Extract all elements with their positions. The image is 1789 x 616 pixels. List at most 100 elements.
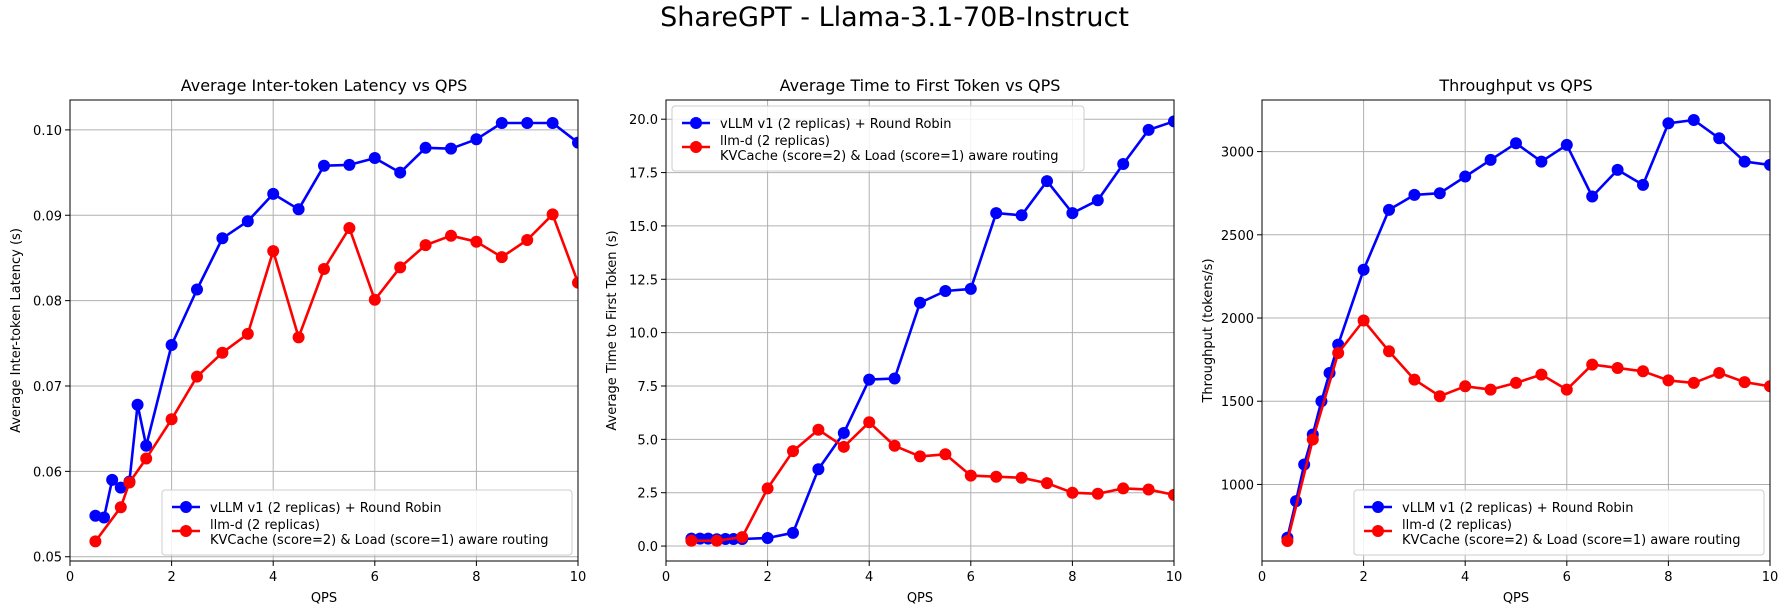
x-tick-label: 8 — [1068, 570, 1076, 585]
data-point — [863, 373, 876, 386]
x-tick-label: 10 — [1166, 570, 1183, 585]
data-point — [1611, 361, 1624, 374]
data-point — [114, 501, 127, 514]
data-point — [1662, 117, 1675, 130]
data-point — [761, 531, 774, 544]
chart-time-to-first-token: 0 2 4 6 8 10 0.0 2.5 5.0 7.5 10.0 12.5 15.0 17.5 20.0 A… — [605, 76, 1182, 606]
data-point — [1738, 376, 1751, 389]
series-line — [95, 121, 578, 519]
data-point — [191, 283, 203, 296]
data-point — [1066, 486, 1079, 499]
x-tick-label: 6 — [1563, 570, 1571, 585]
x-axis-label: QPS — [311, 591, 337, 606]
data-point — [216, 232, 229, 245]
y-tick-label: 12.5 — [629, 273, 658, 288]
data-point — [419, 141, 432, 154]
y-axis-label: Average Time to First Token (s) — [605, 230, 620, 430]
data-point — [106, 473, 119, 486]
data-point — [1117, 482, 1130, 495]
y-tick-label: 0.10 — [33, 124, 62, 139]
data-point — [1433, 390, 1446, 403]
x-tick-label: 2 — [763, 570, 771, 585]
y-tick-label: 3000 — [1221, 146, 1254, 161]
chart-title: Average Time to First Token vs QPS — [780, 76, 1061, 95]
y-tick-label: 0.08 — [33, 295, 62, 310]
x-tick-label: 6 — [371, 570, 379, 585]
data-point — [292, 203, 305, 216]
series-vllm — [685, 115, 1174, 546]
data-point — [888, 439, 901, 452]
data-point — [939, 285, 952, 298]
data-point — [1117, 158, 1130, 171]
grid — [69, 100, 579, 561]
data-point — [1560, 383, 1573, 396]
chart-title: Throughput vs QPS — [1438, 76, 1592, 95]
legend-label: llm-d (2 replicas) — [1402, 518, 1512, 533]
data-point — [1687, 113, 1700, 126]
x-tick-label: 4 — [1461, 570, 1469, 585]
data-point — [888, 372, 901, 385]
legend-marker — [690, 141, 702, 153]
data-point — [1041, 175, 1053, 188]
data-point — [1332, 346, 1345, 359]
data-point — [1357, 263, 1370, 276]
data-point — [1091, 487, 1104, 500]
legend-label: KVCache (score=2) & Load (score=1) aware… — [210, 533, 549, 548]
y-tick-label: 1500 — [1221, 395, 1254, 410]
y-tick-label: 17.5 — [629, 167, 658, 182]
data-point — [140, 452, 153, 465]
legend-marker — [1372, 501, 1384, 513]
data-point — [495, 117, 508, 130]
y-tick-label: 1000 — [1221, 478, 1254, 493]
data-point — [1738, 155, 1751, 168]
legend-label: vLLM v1 (2 replicas) + Round Robin — [720, 117, 952, 132]
y-tick-label: 7.5 — [637, 380, 658, 395]
data-point — [1484, 153, 1497, 166]
y-tick-label: 0.06 — [33, 465, 62, 480]
legend: vLLM v1 (2 replicas) + Round Robin llm-d … — [671, 105, 1085, 172]
data-point — [470, 235, 483, 248]
data-point — [546, 117, 559, 130]
data-point — [1764, 380, 1770, 393]
y-tick-label: 0.0 — [637, 540, 658, 555]
series-llmd — [685, 416, 1174, 547]
data-point — [343, 222, 356, 235]
x-tick-label: 8 — [1664, 570, 1672, 585]
data-point — [863, 416, 876, 429]
y-tick-label: 10.0 — [629, 327, 658, 342]
x-tick-label: 8 — [472, 570, 480, 585]
data-point — [761, 482, 774, 495]
chart-throughput: 0 2 4 6 8 10 1000 1500 2000 2500 3000 Throughput vs… — [1201, 76, 1778, 606]
data-point — [368, 293, 381, 306]
x-tick-label: 2 — [167, 570, 175, 585]
chart-title: Average Inter-token Latency vs QPS — [181, 76, 468, 95]
data-point — [216, 346, 229, 359]
data-point — [1637, 365, 1649, 378]
data-point — [1433, 187, 1446, 200]
data-point — [1687, 376, 1700, 389]
data-point — [394, 166, 407, 179]
x-tick-label: 0 — [662, 570, 670, 585]
legend: vLLM v1 (2 replicas) + Round Robin llm-d … — [1353, 489, 1765, 556]
data-point — [1484, 383, 1497, 396]
y-tick-label: 2.5 — [637, 487, 658, 502]
data-point — [1306, 433, 1319, 446]
y-tick-label: 15.0 — [629, 220, 658, 235]
data-point — [914, 296, 926, 309]
data-point — [1357, 314, 1370, 327]
legend-marker — [180, 501, 192, 513]
data-point — [165, 339, 178, 352]
legend-box — [671, 105, 1085, 172]
data-point — [495, 251, 508, 264]
data-point — [546, 208, 559, 221]
series-line — [691, 120, 1174, 541]
y-axis-label: Average Inter-token Latency (s) — [9, 228, 24, 433]
data-point — [1459, 170, 1472, 183]
data-point — [1510, 376, 1522, 389]
legend-label: KVCache (score=2) & Load (score=1) aware… — [720, 149, 1059, 164]
data-point — [1168, 488, 1174, 501]
data-point — [98, 511, 111, 524]
data-point — [710, 534, 723, 547]
data-point — [241, 327, 254, 340]
data-point — [241, 215, 254, 228]
